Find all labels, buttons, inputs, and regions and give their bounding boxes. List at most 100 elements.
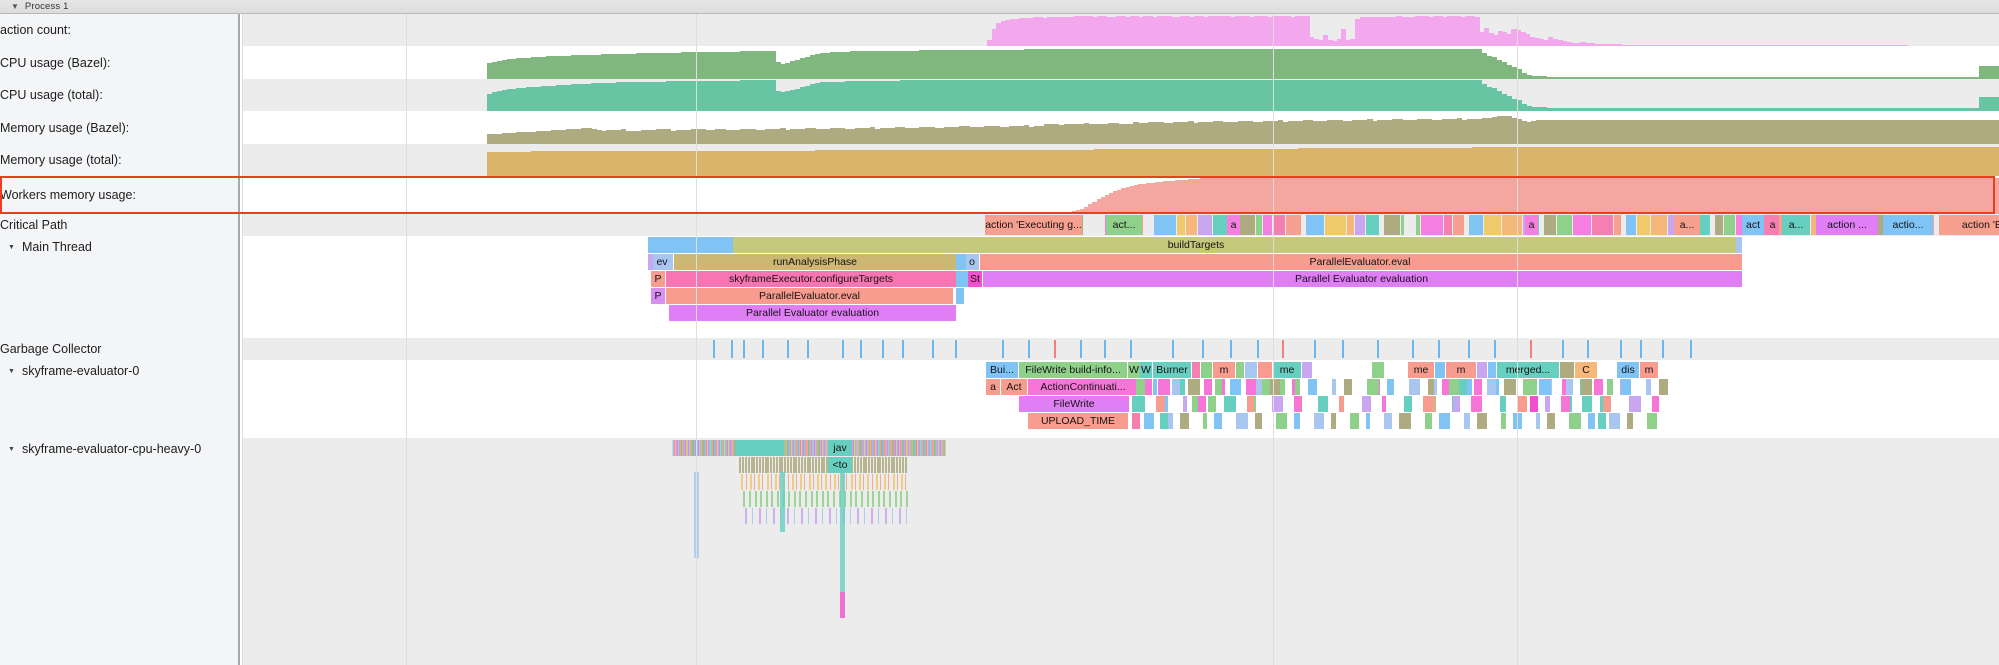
cpu-heavy-micro-slice[interactable] (820, 440, 821, 456)
cpu-heavy-micro-slice[interactable] (905, 491, 908, 507)
cpu-heavy-micro-slice[interactable] (775, 474, 777, 490)
cpu-heavy-micro-slice[interactable] (814, 440, 817, 456)
cpu-heavy-micro-slice[interactable] (778, 457, 781, 473)
main-thread-slice[interactable]: ParallelEvaluator.eval (980, 254, 1740, 270)
gc-event-mark[interactable] (1587, 340, 1589, 358)
cpu-heavy-micro-slice[interactable] (893, 440, 896, 456)
cpu-heavy-micro-slice[interactable] (871, 457, 873, 473)
process-expand-caret[interactable]: ▼ (11, 1, 19, 11)
cpu-heavy-micro-slice[interactable] (810, 491, 813, 507)
cpu-heavy-micro-slice[interactable] (808, 474, 811, 490)
skyframe-evaluator-micro-slice[interactable] (1500, 396, 1506, 412)
skyframe-evaluator-slice[interactable] (1442, 379, 1450, 395)
skyframe-evaluator-micro-slice[interactable] (1517, 396, 1527, 412)
cpu-heavy-micro-slice[interactable] (685, 440, 688, 456)
gc-event-mark[interactable] (1377, 340, 1379, 358)
critical-path-slice[interactable] (1263, 215, 1272, 235)
skyframe-evaluator-micro-slice[interactable] (1198, 396, 1206, 412)
main-thread-slice[interactable]: ParallelEvaluator.eval (666, 288, 953, 304)
skyframe-evaluator-slice[interactable] (1158, 379, 1170, 395)
cpu-heavy-micro-slice[interactable] (901, 474, 903, 490)
cpu-heavy-micro-slice[interactable] (879, 440, 881, 456)
cpu-heavy-labeled-slice[interactable]: jav (828, 440, 852, 456)
cpu-heavy-micro-slice[interactable] (873, 440, 875, 456)
gc-event-mark[interactable] (1640, 340, 1642, 358)
gc-event-mark[interactable] (807, 340, 809, 358)
cpu-heavy-micro-slice[interactable] (745, 508, 748, 524)
skyframe-evaluator-slice[interactable]: Bui... (986, 362, 1018, 378)
critical-path-slice[interactable] (1614, 215, 1621, 235)
cpu-heavy-micro-slice[interactable] (850, 508, 852, 524)
gc-event-mark[interactable] (1662, 340, 1664, 358)
skyframe-evaluator-micro-slice[interactable] (1344, 379, 1352, 395)
main-thread-slice[interactable]: runAnalysisPhase (674, 254, 956, 270)
skyframe-evaluator-slice[interactable]: W (1140, 362, 1152, 378)
skyframe-evaluator-slice[interactable] (1488, 362, 1496, 378)
cpu-heavy-micro-slice[interactable] (872, 491, 875, 507)
skyframe-evaluator-slice[interactable] (1201, 362, 1212, 378)
skyframe-evaluator-micro-slice[interactable] (1308, 379, 1317, 395)
cpu-heavy-micro-slice[interactable] (678, 440, 680, 456)
cpu-heavy-micro-slice[interactable] (770, 457, 773, 473)
cpu-heavy-micro-slice[interactable] (844, 491, 847, 507)
skyframe-evaluator-micro-slice[interactable] (1156, 396, 1165, 412)
critical-path-slice[interactable] (1306, 215, 1324, 235)
cpu-heavy-micro-slice[interactable] (825, 440, 829, 456)
cpu-heavy-micro-slice[interactable] (745, 474, 747, 490)
skyframe-evaluator-micro-slice[interactable] (1140, 396, 1145, 412)
cpu-heavy-micro-slice[interactable] (886, 440, 888, 456)
cpu-heavy-micro-slice[interactable] (791, 440, 793, 456)
cpu-heavy-micro-slice[interactable] (875, 474, 878, 490)
cpu-heavy-micro-slice[interactable] (785, 440, 787, 456)
cpu-heavy-micro-slice[interactable] (743, 491, 746, 507)
cpu-heavy-micro-slice[interactable] (888, 474, 890, 490)
cpu-heavy-micro-slice[interactable] (771, 491, 774, 507)
cpu-heavy-micro-slice[interactable] (917, 440, 919, 456)
cpu-heavy-micro-slice[interactable] (893, 457, 896, 473)
track-memory-usage-bazel[interactable] (242, 111, 1999, 144)
critical-path-slice[interactable] (1592, 215, 1613, 235)
gc-event-mark[interactable] (860, 340, 862, 358)
cpu-heavy-micro-slice[interactable] (906, 440, 909, 456)
skyframe-evaluator-slice[interactable]: me (1273, 362, 1301, 378)
cpu-heavy-micro-slice[interactable] (935, 440, 939, 456)
skyframe-evaluator-slice[interactable] (1142, 379, 1152, 395)
cpu-heavy-micro-slice[interactable] (867, 440, 869, 456)
skyframe-evaluator-micro-slice[interactable] (1294, 413, 1300, 429)
gc-event-mark[interactable] (882, 340, 884, 358)
critical-path-slice-labeled[interactable]: a (1525, 215, 1538, 235)
cpu-heavy-micro-slice[interactable] (703, 440, 705, 456)
track-label-cpu-usage-bazel[interactable]: CPU usage (Bazel): (0, 46, 238, 79)
cpu-heavy-micro-slice[interactable] (883, 491, 886, 507)
critical-path-slice[interactable] (1626, 215, 1636, 235)
track-cpu-usage-total[interactable] (242, 79, 1999, 111)
cpu-heavy-micro-slice[interactable] (712, 440, 714, 456)
cpu-heavy-micro-slice[interactable] (802, 440, 805, 456)
cpu-heavy-micro-slice[interactable] (739, 457, 742, 473)
cpu-heavy-micro-slice[interactable] (854, 474, 856, 490)
skyframe-evaluator-micro-slice[interactable] (1423, 396, 1435, 412)
gc-event-mark[interactable] (743, 340, 745, 358)
cpu-heavy-micro-slice[interactable] (921, 440, 924, 456)
cpu-heavy-micro-slice[interactable] (904, 457, 907, 473)
cpu-heavy-micro-slice[interactable] (913, 440, 917, 456)
cpu-heavy-micro-slice[interactable] (882, 457, 885, 473)
skyframe-evaluator-slice[interactable]: UPLOAD_TIME (1028, 413, 1128, 429)
track-label-cpu-usage-total[interactable]: CPU usage (total): (0, 79, 238, 111)
cpu-heavy-micro-slice[interactable] (889, 440, 891, 456)
skyframe-evaluator-slice[interactable]: ActionContinuati... (1028, 379, 1138, 395)
cpu-heavy-micro-slice[interactable] (928, 440, 931, 456)
cpu-heavy-micro-slice[interactable] (687, 440, 689, 456)
cpu-heavy-labeled-slice[interactable]: <to (828, 457, 852, 473)
cpu-heavy-micro-slice[interactable] (871, 474, 873, 490)
cpu-heavy-micro-slice[interactable] (722, 440, 724, 456)
main-thread-slice[interactable]: P (651, 288, 665, 304)
process-header-row[interactable]: ▼ Process 1 (0, 0, 1999, 14)
cpu-heavy-micro-slice[interactable] (859, 474, 861, 490)
skyframe-evaluator-micro-slice[interactable] (1144, 413, 1154, 429)
skyframe-evaluator-micro-slice[interactable] (1153, 379, 1157, 395)
skyframe-evaluator-micro-slice[interactable] (1350, 413, 1359, 429)
cpu-heavy-micro-slice[interactable] (804, 474, 806, 490)
cpu-heavy-micro-slice[interactable] (719, 440, 721, 456)
gc-event-mark[interactable] (932, 340, 934, 358)
